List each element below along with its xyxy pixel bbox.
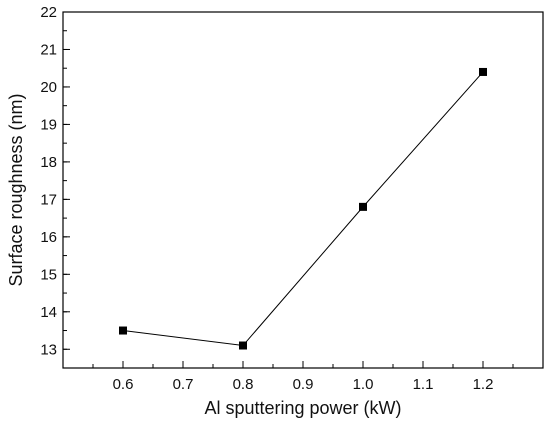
x-tick-label: 1.1	[413, 376, 434, 393]
y-tick-label: 16	[40, 229, 57, 246]
y-tick-label: 22	[40, 4, 57, 21]
y-tick-label: 15	[40, 266, 57, 283]
y-tick-label: 17	[40, 191, 57, 208]
x-tick-label: 1.0	[353, 376, 374, 393]
x-tick-label: 0.7	[173, 376, 194, 393]
x-axis-title: Al sputtering power (kW)	[204, 398, 401, 418]
y-tick-label: 18	[40, 154, 57, 171]
x-tick-label: 0.9	[293, 376, 314, 393]
y-axis-title: Surface roughness (nm)	[6, 93, 26, 286]
y-tick-label: 21	[40, 41, 57, 58]
data-point-marker	[119, 326, 127, 335]
plot-frame	[62, 11, 544, 369]
y-tick-label: 19	[40, 116, 57, 133]
data-point-marker	[359, 202, 367, 211]
series-layer	[119, 67, 487, 350]
x-tick-label: 1.2	[473, 376, 494, 393]
y-tick-label: 13	[40, 341, 57, 358]
x-tick-label: 0.6	[113, 376, 134, 393]
x-axis-ticks: 0.6 0.7 0.8 0.9 1.0 1.1 1.2	[92, 361, 514, 393]
data-point-marker	[239, 341, 247, 350]
x-tick-label: 0.8	[233, 376, 254, 393]
y-axis-ticks: 13 14 15 16 17 18 19 20 21 22	[40, 4, 70, 358]
y-tick-label: 20	[40, 79, 57, 96]
y-tick-label: 14	[40, 304, 57, 321]
series-line	[122, 71, 484, 347]
data-point-marker	[479, 67, 487, 76]
